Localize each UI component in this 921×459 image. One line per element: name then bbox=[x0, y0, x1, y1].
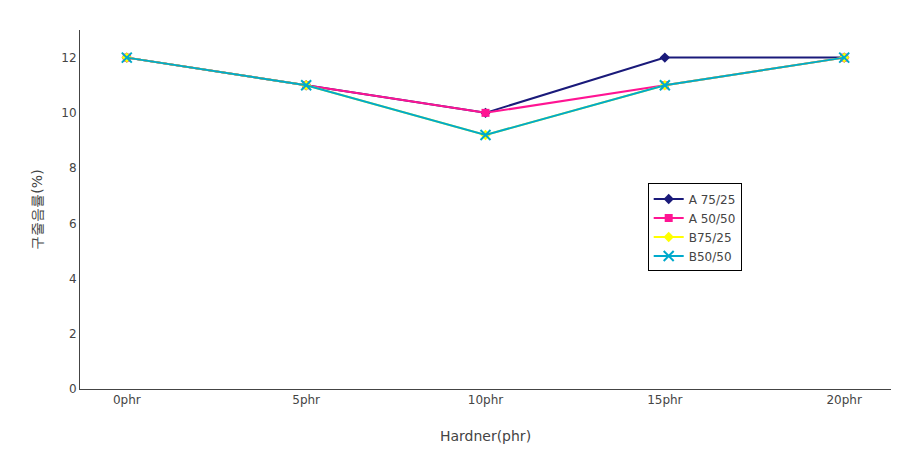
svg-text:8: 8 bbox=[69, 161, 77, 175]
svg-text:2: 2 bbox=[69, 327, 77, 341]
svg-text:4: 4 bbox=[69, 272, 77, 286]
svg-text:A 50/50: A 50/50 bbox=[689, 212, 736, 226]
svg-text:6: 6 bbox=[69, 217, 77, 231]
svg-text:20phr: 20phr bbox=[826, 393, 861, 407]
svg-text:0: 0 bbox=[69, 382, 77, 396]
svg-text:15phr: 15phr bbox=[647, 393, 682, 407]
svg-text:12: 12 bbox=[61, 51, 76, 65]
svg-text:A 75/25: A 75/25 bbox=[689, 193, 736, 207]
svg-text:Hardner(phr): Hardner(phr) bbox=[440, 428, 531, 444]
svg-text:10: 10 bbox=[61, 106, 76, 120]
svg-text:0phr: 0phr bbox=[113, 393, 141, 407]
svg-text:5phr: 5phr bbox=[292, 393, 320, 407]
svg-text:구줄음률(%): 구줄음률(%) bbox=[29, 169, 45, 249]
svg-text:B50/50: B50/50 bbox=[689, 250, 732, 264]
svg-text:B75/25: B75/25 bbox=[689, 231, 732, 245]
svg-text:10phr: 10phr bbox=[468, 393, 503, 407]
